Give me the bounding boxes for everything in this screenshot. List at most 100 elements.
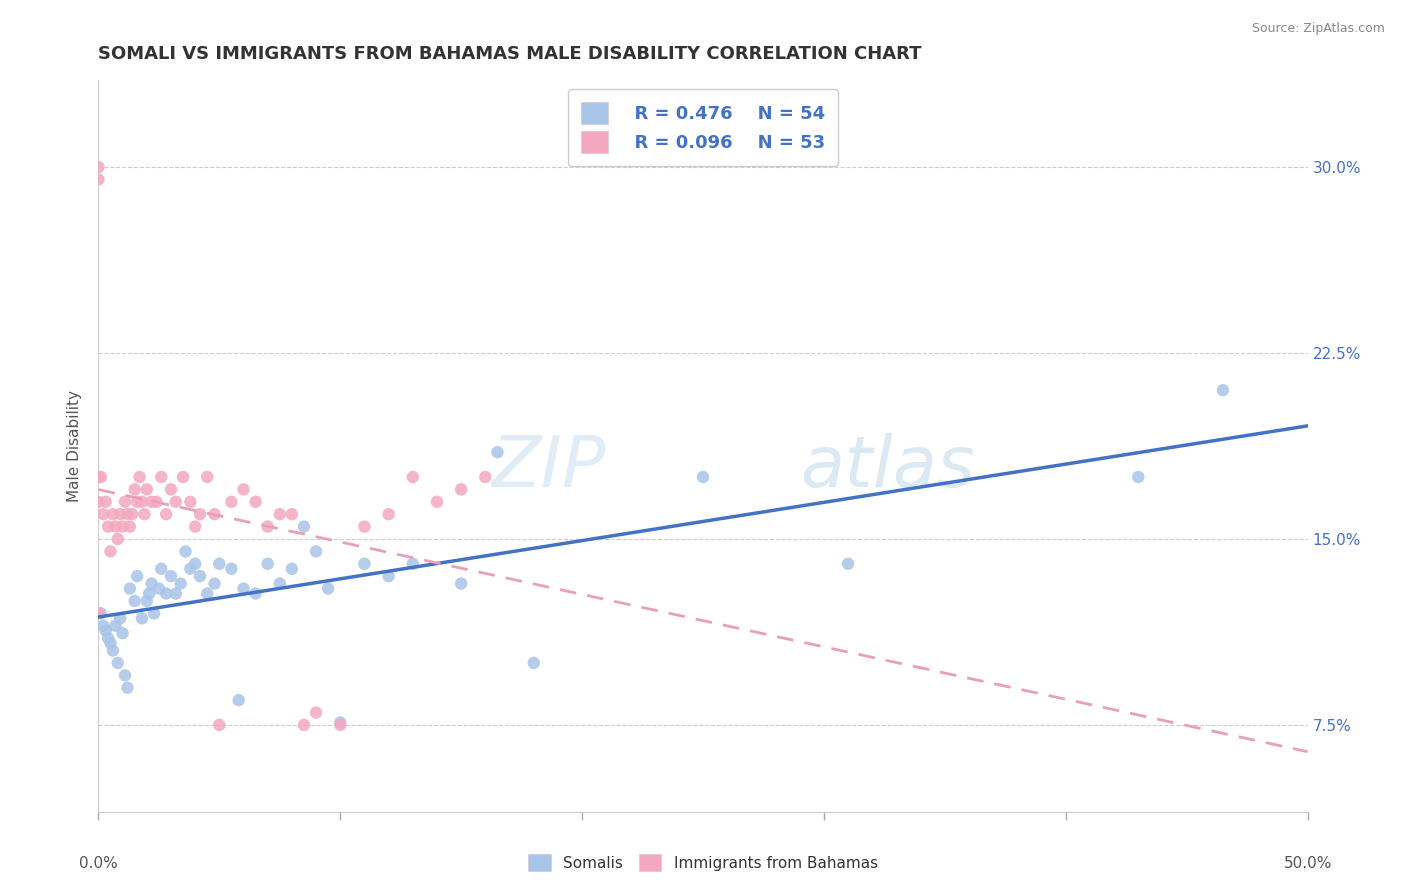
- Point: [228, 693, 250, 707]
- Point: [87, 172, 110, 186]
- Point: [87, 470, 110, 484]
- Point: [232, 483, 254, 497]
- Point: [145, 495, 167, 509]
- Point: [221, 562, 243, 576]
- Point: [141, 495, 163, 509]
- Point: [305, 706, 328, 720]
- Point: [94, 624, 117, 638]
- Text: Source: ZipAtlas.com: Source: ZipAtlas.com: [1251, 22, 1385, 36]
- Point: [353, 519, 375, 533]
- Point: [281, 562, 304, 576]
- Point: [135, 594, 157, 608]
- Point: [94, 495, 117, 509]
- Point: [172, 470, 194, 484]
- Point: [195, 470, 218, 484]
- Point: [329, 715, 352, 730]
- Point: [124, 594, 146, 608]
- Point: [108, 507, 131, 521]
- Point: [523, 656, 546, 670]
- Point: [174, 544, 197, 558]
- Point: [486, 445, 509, 459]
- Point: [402, 470, 425, 484]
- Legend:   R = 0.476    N = 54,   R = 0.096    N = 53: R = 0.476 N = 54, R = 0.096 N = 53: [568, 89, 838, 166]
- Point: [188, 569, 211, 583]
- Point: [402, 557, 425, 571]
- Point: [101, 643, 124, 657]
- Point: [111, 626, 134, 640]
- Point: [1128, 470, 1150, 484]
- Point: [114, 495, 136, 509]
- Text: 50.0%: 50.0%: [1284, 856, 1331, 871]
- Point: [128, 470, 150, 484]
- Point: [377, 507, 399, 521]
- Y-axis label: Male Disability: Male Disability: [67, 390, 83, 502]
- Point: [474, 470, 496, 484]
- Point: [204, 576, 226, 591]
- Point: [150, 470, 173, 484]
- Point: [316, 582, 339, 596]
- Point: [134, 507, 156, 521]
- Point: [450, 576, 472, 591]
- Point: [245, 586, 267, 600]
- Point: [131, 611, 153, 625]
- Point: [305, 544, 328, 558]
- Point: [121, 507, 143, 521]
- Point: [127, 569, 149, 583]
- Point: [160, 483, 183, 497]
- Point: [256, 519, 278, 533]
- Point: [1212, 383, 1234, 397]
- Point: [108, 611, 131, 625]
- Point: [329, 718, 352, 732]
- Point: [256, 557, 278, 571]
- Point: [100, 544, 122, 558]
- Point: [150, 562, 173, 576]
- Point: [141, 576, 163, 591]
- Text: SOMALI VS IMMIGRANTS FROM BAHAMAS MALE DISABILITY CORRELATION CHART: SOMALI VS IMMIGRANTS FROM BAHAMAS MALE D…: [98, 45, 922, 63]
- Point: [169, 576, 191, 591]
- Point: [148, 582, 170, 596]
- Point: [160, 569, 183, 583]
- Point: [204, 507, 226, 521]
- Point: [143, 607, 166, 621]
- Point: [269, 507, 291, 521]
- Point: [450, 483, 472, 497]
- Point: [117, 681, 139, 695]
- Point: [179, 495, 201, 509]
- Point: [111, 519, 134, 533]
- Point: [135, 483, 157, 497]
- Point: [90, 470, 112, 484]
- Point: [221, 495, 243, 509]
- Point: [692, 470, 714, 484]
- Point: [127, 495, 149, 509]
- Point: [97, 631, 120, 645]
- Point: [179, 562, 201, 576]
- Point: [184, 557, 207, 571]
- Point: [91, 619, 114, 633]
- Point: [118, 519, 141, 533]
- Point: [101, 507, 124, 521]
- Point: [184, 519, 207, 533]
- Text: 0.0%: 0.0%: [79, 856, 118, 871]
- Point: [91, 507, 114, 521]
- Point: [114, 668, 136, 682]
- Point: [117, 507, 139, 521]
- Point: [292, 519, 315, 533]
- Point: [87, 607, 110, 621]
- Point: [104, 619, 127, 633]
- Point: [118, 582, 141, 596]
- Point: [208, 718, 231, 732]
- Legend: Somalis, Immigrants from Bahamas: Somalis, Immigrants from Bahamas: [519, 845, 887, 880]
- Point: [837, 557, 859, 571]
- Point: [245, 495, 267, 509]
- Text: atlas: atlas: [800, 434, 974, 502]
- Point: [269, 576, 291, 591]
- Point: [281, 507, 304, 521]
- Point: [104, 519, 127, 533]
- Point: [155, 586, 177, 600]
- Point: [292, 718, 315, 732]
- Point: [100, 636, 122, 650]
- Point: [87, 495, 110, 509]
- Point: [131, 495, 153, 509]
- Point: [208, 557, 231, 571]
- Point: [138, 586, 160, 600]
